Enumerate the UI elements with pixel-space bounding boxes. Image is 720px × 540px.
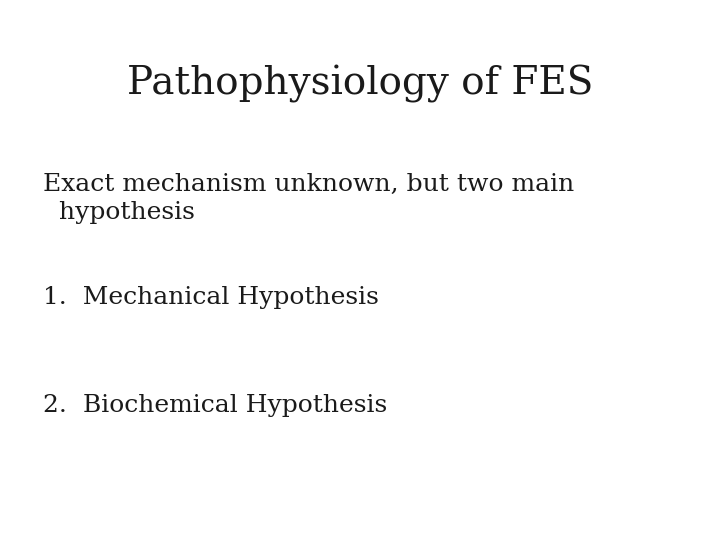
- Text: 2.  Biochemical Hypothesis: 2. Biochemical Hypothesis: [43, 394, 387, 417]
- Text: 1.  Mechanical Hypothesis: 1. Mechanical Hypothesis: [43, 286, 379, 309]
- Text: Exact mechanism unknown, but two main
  hypothesis: Exact mechanism unknown, but two main hy…: [43, 173, 575, 224]
- Text: Pathophysiology of FES: Pathophysiology of FES: [127, 65, 593, 103]
